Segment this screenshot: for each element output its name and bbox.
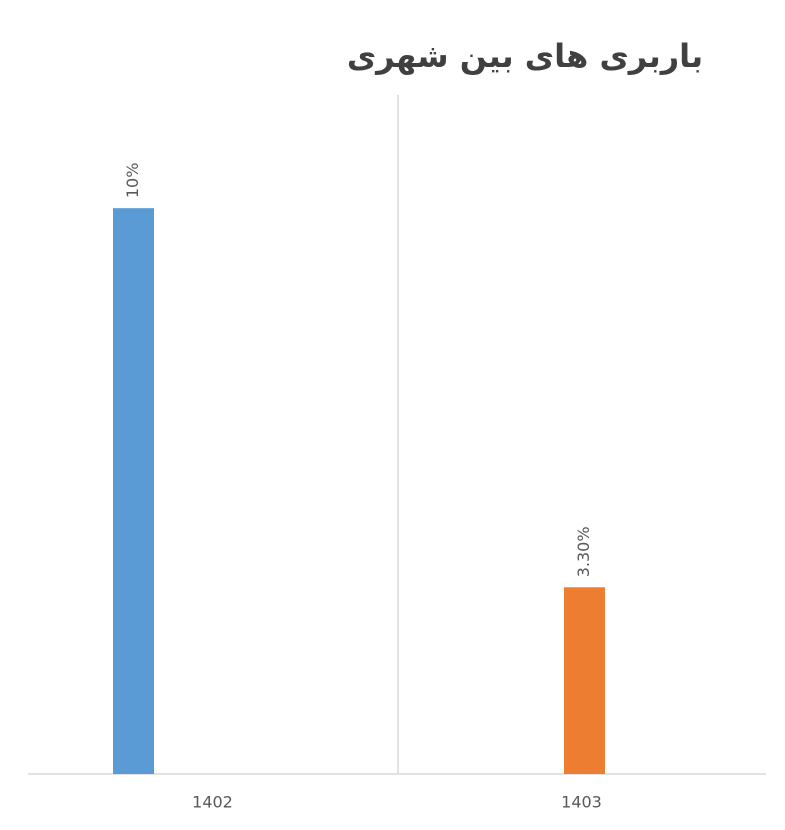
bar [113, 208, 154, 774]
x-tick-label: 1403 [561, 793, 602, 812]
bar [564, 587, 605, 774]
data-label: 3.30% [574, 526, 593, 577]
x-tick-label: 1402 [192, 793, 233, 812]
chart-title: باربری های بین شهری [347, 37, 703, 75]
data-label: 10% [123, 163, 142, 199]
